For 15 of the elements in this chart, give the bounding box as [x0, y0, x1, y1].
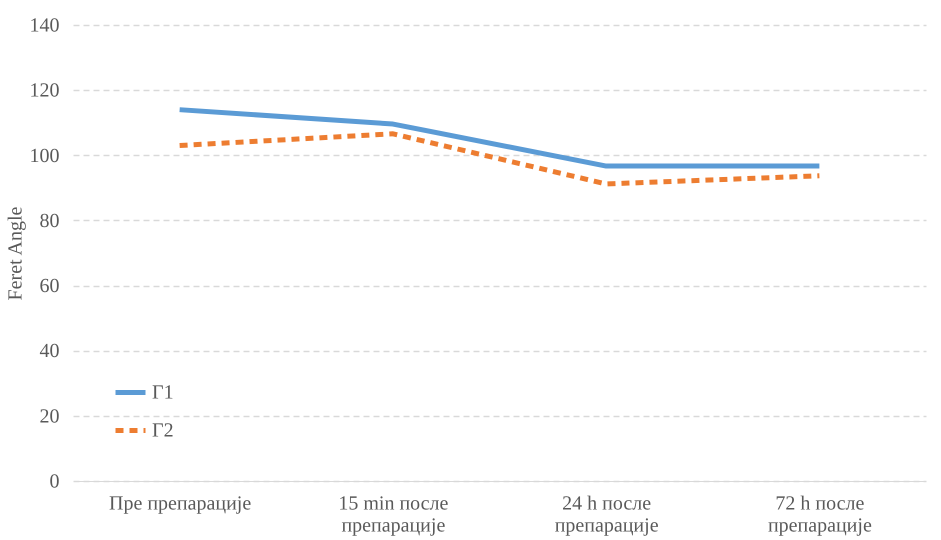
- y-tick-label: 120: [30, 80, 60, 102]
- y-tick-label: 80: [40, 210, 60, 232]
- y-axis-title: Feret Angle: [4, 206, 26, 300]
- y-tick-label: 40: [40, 340, 60, 362]
- legend-label: Γ2: [152, 420, 174, 442]
- y-tick-label: 0: [50, 470, 60, 492]
- x-tick-label: Пре препарације: [109, 492, 252, 514]
- x-tick-label: 72 h после препарације: [768, 492, 872, 536]
- x-tick-label: 24 h после препарације: [554, 492, 659, 536]
- legend-label: Γ1: [152, 382, 174, 404]
- y-tick-label: 20: [40, 405, 60, 428]
- y-tick-label: 60: [40, 275, 60, 298]
- y-tick-label: 140: [30, 14, 60, 36]
- y-tick-label: 100: [30, 144, 60, 167]
- x-tick-label: 15 min после препарације: [338, 492, 449, 536]
